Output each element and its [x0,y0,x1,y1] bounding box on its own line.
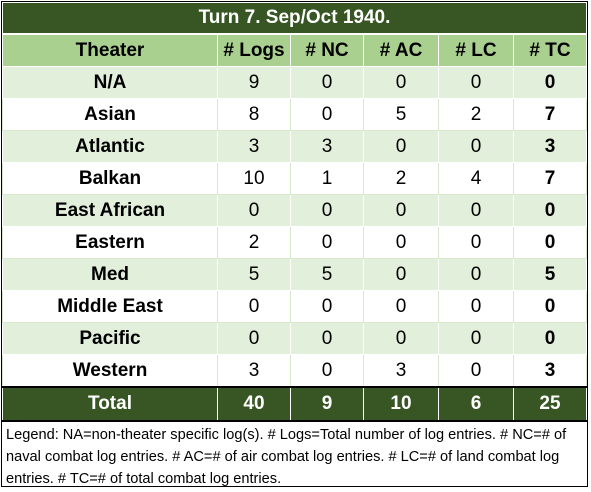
cell-value: 0 [290,66,364,99]
theater-name: Pacific [2,322,218,355]
total-value: 9 [290,386,364,422]
theater-name: East African [2,194,218,227]
table-row: Western 3 0 3 0 3 [2,354,587,388]
cell-value: 0 [363,66,439,99]
cell-value: 3 [513,354,587,388]
cell-value: 0 [290,98,364,131]
cell-value: 0 [438,194,514,227]
cell-value: 0 [438,322,514,355]
theater-name: Asian [2,98,218,131]
cell-value: 8 [217,98,291,131]
cell-value: 0 [513,66,587,99]
total-value: 25 [513,386,587,422]
cell-value: 0 [513,322,587,355]
total-label: Total [2,386,218,422]
cell-value: 3 [217,130,291,163]
table-row: Asian 8 0 5 2 7 [2,98,587,131]
cell-value: 2 [217,226,291,259]
cell-value: 5 [363,98,439,131]
cell-value: 0 [217,322,291,355]
cell-value: 9 [217,66,291,99]
theater-name: Balkan [2,162,218,195]
cell-value: 0 [438,66,514,99]
cell-value: 3 [363,354,439,388]
cell-value: 7 [513,162,587,195]
cell-value: 0 [513,194,587,227]
cell-value: 0 [290,322,364,355]
table-row: Atlantic 3 3 0 0 3 [2,130,587,163]
cell-value: 5 [217,258,291,291]
cell-value: 0 [363,194,439,227]
cell-value: 0 [217,290,291,323]
cell-value: 0 [513,290,587,323]
column-header: # NC [290,33,364,67]
cell-value: 0 [363,322,439,355]
cell-value: 5 [513,258,587,291]
total-value: 10 [363,386,439,422]
cell-value: 2 [363,162,439,195]
column-header: Theater [2,33,218,67]
cell-value: 0 [438,130,514,163]
cell-value: 0 [363,226,439,259]
table-row: N/A 9 0 0 0 0 [2,66,587,99]
cell-value: 0 [438,354,514,388]
table-row: Pacific 0 0 0 0 0 [2,322,587,355]
theater-name: Atlantic [2,130,218,163]
cell-value: 0 [438,258,514,291]
cell-value: 0 [513,226,587,259]
cell-value: 3 [513,130,587,163]
cell-value: 3 [217,354,291,388]
total-row: Total 40 9 10 6 25 [2,386,587,422]
theater-name: N/A [2,66,218,99]
cell-value: 10 [217,162,291,195]
cell-value: 0 [217,194,291,227]
total-value: 6 [438,386,514,422]
legend-text: Legend: NA=non-theater specific log(s). … [6,427,567,487]
cell-value: 0 [363,290,439,323]
column-header: # LC [438,33,514,67]
cell-value: 3 [290,130,364,163]
cell-value: 0 [438,226,514,259]
cell-value: 1 [290,162,364,195]
table-row: Balkan 10 1 2 4 7 [2,162,587,195]
column-header: # AC [363,33,439,67]
theater-name: Middle East [2,290,218,323]
table-row: Med 5 5 0 0 5 [2,258,587,291]
cell-value: 0 [290,354,364,388]
cell-value: 2 [438,98,514,131]
cell-value: 7 [513,98,587,131]
cell-value: 0 [363,258,439,291]
cell-value: 0 [438,290,514,323]
cell-value: 5 [290,258,364,291]
theater-name: Med [2,258,218,291]
table-row: East African 0 0 0 0 0 [2,194,587,227]
cell-value: 0 [363,130,439,163]
theater-name: Western [2,354,218,388]
total-value: 40 [217,386,291,422]
table-title: Turn 7. Sep/Oct 1940. [2,2,587,35]
column-header: # Logs [217,33,291,67]
cell-value: 0 [290,194,364,227]
theater-name: Eastern [2,226,218,259]
cell-value: 4 [438,162,514,195]
table-row: Eastern 2 0 0 0 0 [2,226,587,259]
column-header: # TC [513,33,587,67]
table-row: Middle East 0 0 0 0 0 [2,290,587,323]
cell-value: 0 [290,290,364,323]
cell-value: 0 [290,226,364,259]
table: Turn 7. Sep/Oct 1940. Theater # Logs # NC #… [2,2,587,422]
header-row: Theater # Logs # NC # AC # LC # TC [2,33,587,67]
